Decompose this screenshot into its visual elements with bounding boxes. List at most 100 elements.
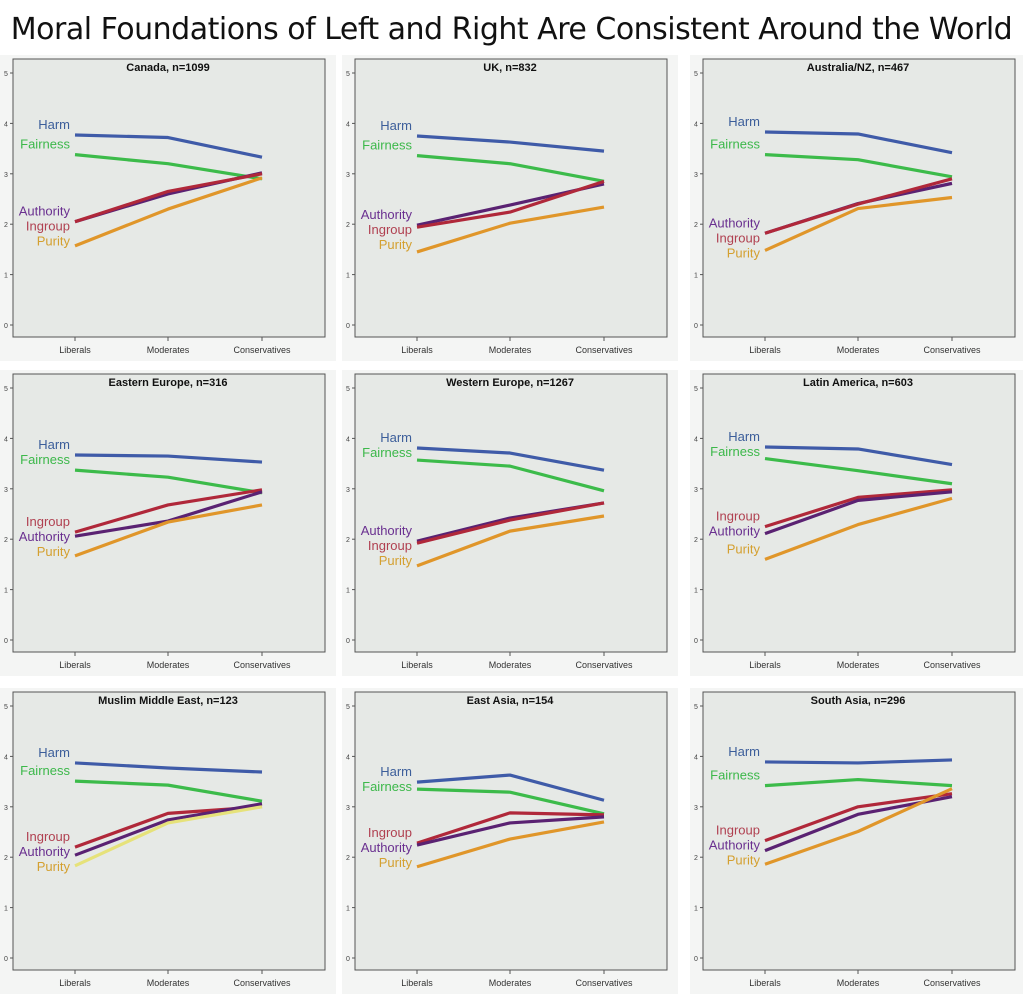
series-label-ingroup: Ingroup xyxy=(368,538,412,553)
plot-area xyxy=(354,691,668,971)
series-label-ingroup: Ingroup xyxy=(716,823,760,838)
y-tick-label: 4 xyxy=(346,436,350,443)
y-tick-label: 5 xyxy=(694,704,698,711)
series-label-purity: Purity xyxy=(727,853,761,868)
series-label-ingroup: Ingroup xyxy=(26,219,70,234)
series-label-purity: Purity xyxy=(379,553,413,568)
series-line-purity xyxy=(74,176,263,248)
panel-title: Australia/NZ, n=467 xyxy=(807,62,909,74)
x-tick-label: Moderates xyxy=(489,660,532,670)
y-tick-label: 5 xyxy=(694,386,698,393)
series-label-authority: Authority xyxy=(361,207,413,222)
panel-title: Canada, n=1099 xyxy=(126,62,209,74)
series-label-harm: Harm xyxy=(380,430,412,445)
y-tick-label: 4 xyxy=(694,436,698,443)
series-line-harm xyxy=(74,453,263,464)
y-tick-label: 1 xyxy=(4,273,8,280)
y-tick-label: 0 xyxy=(346,638,350,645)
series-label-fairness: Fairness xyxy=(362,779,412,794)
series-label-ingroup: Ingroup xyxy=(368,222,412,237)
panel-title: Western Europe, n=1267 xyxy=(446,377,574,389)
plot-area xyxy=(354,373,668,653)
x-tick-label: Conservatives xyxy=(575,660,633,670)
series-line-purity xyxy=(764,195,953,252)
series-label-purity: Purity xyxy=(37,859,71,874)
y-tick-label: 1 xyxy=(346,906,350,913)
x-tick-label: Liberals xyxy=(59,660,91,670)
panel-svg: Western Europe, n=1267 0 1 2 3 4 5 Liberals Mode… xyxy=(342,370,678,676)
y-tick-label: 2 xyxy=(4,855,8,862)
series-line-ingroup xyxy=(416,179,605,229)
y-tick-label: 3 xyxy=(346,805,350,812)
series-line-ingroup xyxy=(416,811,605,845)
series-label-authority: Authority xyxy=(19,844,71,859)
x-tick-label: Liberals xyxy=(59,345,91,355)
plot-area xyxy=(12,58,326,338)
x-tick-label: Liberals xyxy=(401,345,433,355)
series-label-purity: Purity xyxy=(37,234,71,249)
series-line-fairness xyxy=(416,458,605,493)
y-tick-label: 5 xyxy=(4,704,8,711)
y-tick-label: 5 xyxy=(346,386,350,393)
series-label-authority: Authority xyxy=(709,838,761,853)
series-label-fairness: Fairness xyxy=(20,452,70,467)
x-tick-label: Conservatives xyxy=(575,345,633,355)
y-tick-label: 4 xyxy=(4,121,8,128)
chart-panel: Australia/NZ, n=467 0 1 2 3 4 5 Liberals Moderat… xyxy=(690,55,1023,361)
series-label-authority: Authority xyxy=(709,524,761,539)
x-tick-label: Moderates xyxy=(489,345,532,355)
series-label-harm: Harm xyxy=(38,745,70,760)
series-label-authority: Authority xyxy=(361,523,413,538)
series-line-authority xyxy=(74,802,263,857)
series-label-purity: Purity xyxy=(727,541,761,556)
series-label-authority: Authority xyxy=(709,215,761,230)
series-line-ingroup xyxy=(764,177,953,235)
main-title: Moral Foundations of Left and Right Are … xyxy=(10,12,1013,47)
panel-svg: Eastern Europe, n=316 0 1 2 3 4 5 Liberals Moder… xyxy=(0,370,336,676)
series-label-purity: Purity xyxy=(37,544,71,559)
y-tick-label: 3 xyxy=(694,487,698,494)
panel-title: Muslim Middle East, n=123 xyxy=(98,695,238,707)
chart-panel: Canada, n=1099 0 1 2 3 4 5 Liberals Moderates Con… xyxy=(0,55,336,361)
y-tick-label: 5 xyxy=(4,71,8,78)
panel-title: East Asia, n=154 xyxy=(467,695,555,707)
x-tick-label: Moderates xyxy=(147,978,190,988)
series-line-ingroup xyxy=(74,488,263,534)
chart-panel: Eastern Europe, n=316 0 1 2 3 4 5 Liberals Moder… xyxy=(0,370,336,676)
x-tick-label: Liberals xyxy=(749,978,781,988)
y-tick-label: 0 xyxy=(4,956,8,963)
series-line-fairness xyxy=(764,456,953,486)
panel-svg: Latin America, n=603 0 1 2 3 4 5 Liberals Modera… xyxy=(690,370,1023,676)
series-label-purity: Purity xyxy=(379,237,413,252)
x-tick-label: Conservatives xyxy=(233,978,291,988)
y-tick-label: 2 xyxy=(346,222,350,229)
series-label-fairness: Fairness xyxy=(20,763,70,778)
series-label-harm: Harm xyxy=(380,764,412,779)
series-line-ingroup xyxy=(74,172,263,224)
series-label-harm: Harm xyxy=(38,437,70,452)
y-tick-label: 0 xyxy=(694,323,698,330)
series-label-fairness: Fairness xyxy=(710,444,760,459)
chart-panel: East Asia, n=154 0 1 2 3 4 5 Liberals Moderates C… xyxy=(342,688,678,994)
series-line-purity xyxy=(416,514,605,568)
y-tick-label: 2 xyxy=(4,537,8,544)
series-line-harm xyxy=(416,446,605,472)
x-tick-label: Conservatives xyxy=(233,345,291,355)
y-tick-label: 2 xyxy=(694,222,698,229)
chart-panel: South Asia, n=296 0 1 2 3 4 5 Liberals Moderates… xyxy=(690,688,1023,994)
x-tick-label: Moderates xyxy=(147,660,190,670)
x-tick-label: Moderates xyxy=(489,978,532,988)
series-label-purity: Purity xyxy=(379,855,413,870)
series-line-harm xyxy=(764,130,953,155)
series-line-ingroup xyxy=(764,488,953,529)
y-tick-label: 3 xyxy=(694,172,698,179)
panel-title: UK, n=832 xyxy=(483,62,537,74)
plot-area xyxy=(702,373,1016,653)
series-line-fairness xyxy=(74,779,263,803)
y-tick-label: 0 xyxy=(694,956,698,963)
y-tick-label: 1 xyxy=(346,588,350,595)
x-tick-label: Liberals xyxy=(59,978,91,988)
y-tick-label: 1 xyxy=(694,273,698,280)
series-label-harm: Harm xyxy=(728,429,760,444)
y-tick-label: 3 xyxy=(4,172,8,179)
